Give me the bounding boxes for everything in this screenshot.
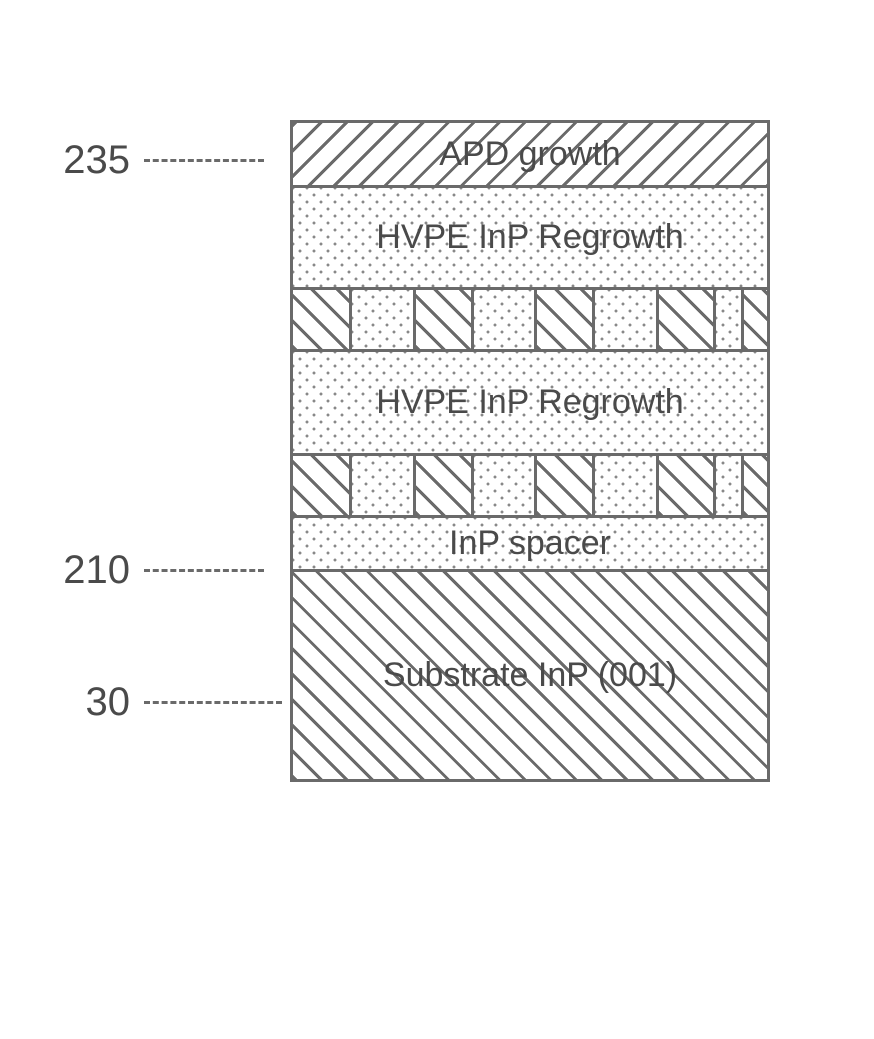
layer-mask-1 [293,453,767,515]
layer-label: HVPE InP Regrowth [370,218,689,257]
mask-segment [534,290,595,349]
mask-gap [595,456,656,515]
layer-substrate: Substrate InP (001) [293,569,767,779]
mask-gap [352,290,413,349]
ref-number: 235 [50,138,130,183]
layer-apd-growth: APD growth [293,123,767,185]
ref-30: 30 [50,680,282,725]
mask-gap [474,456,535,515]
ref-210: 210 [50,548,264,593]
ref-number: 30 [50,680,130,725]
layer-label: Substrate InP (001) [377,656,683,695]
mask-gap [716,456,741,515]
mask-segment [293,456,352,515]
layer-mask-2 [293,287,767,349]
layer-hvpe-regrowth-2: HVPE InP Regrowth [293,185,767,287]
layer-label: InP spacer [443,524,617,563]
ref-number: 210 [50,548,130,593]
ref-235: 235 [50,138,264,183]
mask-gap [474,290,535,349]
ref-leader [144,569,264,572]
mask-row [293,456,767,515]
mask-segment [741,456,767,515]
mask-segment [413,290,474,349]
mask-segment [293,290,352,349]
mask-gap [716,290,741,349]
layer-inp-spacer: InP spacer [293,515,767,569]
mask-gap [352,456,413,515]
layer-hvpe-regrowth-1: HVPE InP Regrowth [293,349,767,453]
ref-leader [144,701,282,704]
layer-stack: APD growth HVPE InP Regrowth HVPE InP Re… [290,120,770,782]
mask-segment [656,456,717,515]
mask-segment [656,290,717,349]
mask-segment [413,456,474,515]
layer-label: APD growth [433,135,626,174]
mask-segment [741,290,767,349]
mask-row [293,290,767,349]
mask-gap [595,290,656,349]
mask-segment [534,456,595,515]
layer-label: HVPE InP Regrowth [370,383,689,422]
ref-leader [144,159,264,162]
layer-stack-figure: 235 210 30 APD growth HVPE InP Regrowth [50,120,824,920]
